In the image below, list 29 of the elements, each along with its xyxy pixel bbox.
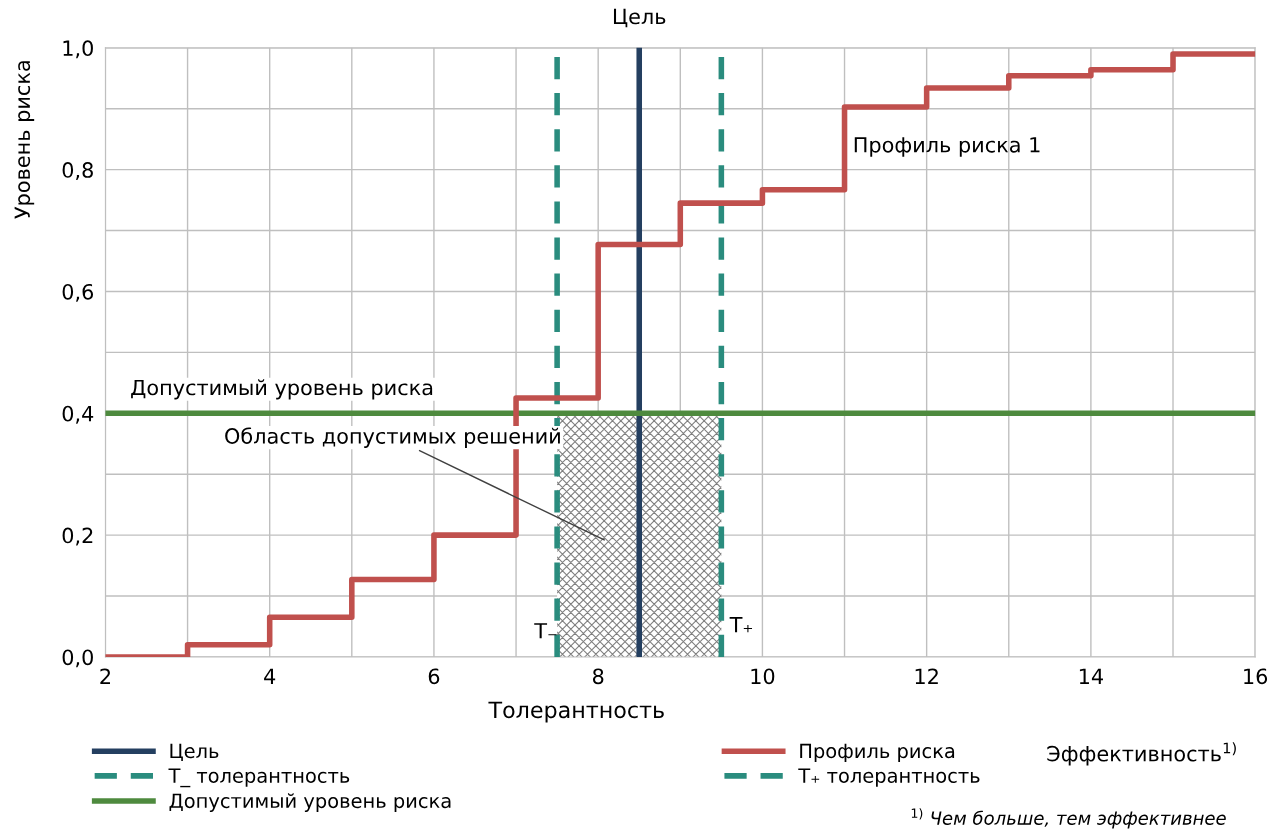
x-tick-label: 2: [100, 668, 110, 684]
annotation: Допустимый уровень риска: [131, 379, 433, 400]
annotation: Цель: [613, 8, 666, 28]
y-tick-label: 0,4: [62, 405, 94, 424]
annotation: Профиль риска 1: [854, 137, 1040, 157]
annotation: T₋: [534, 623, 557, 639]
y-tick-label: 0,8: [62, 162, 93, 180]
x-axis-title: Эффективность$^{1)}$: [1047, 742, 1236, 766]
legend-label: T₊ толерантность: [798, 768, 980, 787]
legend-label: T_ толерантность: [168, 768, 350, 788]
text: $^{1)}$ Чем больше, тем эффективнее: [911, 808, 1226, 829]
y-tick-label: 0,0: [62, 649, 93, 668]
y-tick-label: 1,0: [63, 40, 93, 59]
x-tick-label: 8: [592, 668, 604, 685]
x-tick-label: 4: [264, 668, 276, 684]
x-tick-label: 16: [1244, 668, 1268, 685]
annotation: T₊: [729, 616, 753, 633]
text: Толерантность: [488, 701, 664, 723]
x-tick-label: 14: [1079, 668, 1103, 684]
legend-label: Допустимый уровень риска: [169, 793, 451, 812]
x-tick-label: 12: [915, 668, 938, 684]
y-tick-label: 0,6: [62, 283, 94, 302]
annotation: Область допустимых решений: [225, 427, 560, 448]
legend-label: Профиль риска: [800, 743, 955, 763]
x-tick-label: 10: [751, 668, 775, 685]
x-tick-label: 6: [428, 668, 440, 685]
y-tick-label: 0,2: [62, 527, 93, 546]
y-axis-title: Уровень риска: [14, 61, 35, 219]
legend-label: Цель: [170, 743, 219, 762]
